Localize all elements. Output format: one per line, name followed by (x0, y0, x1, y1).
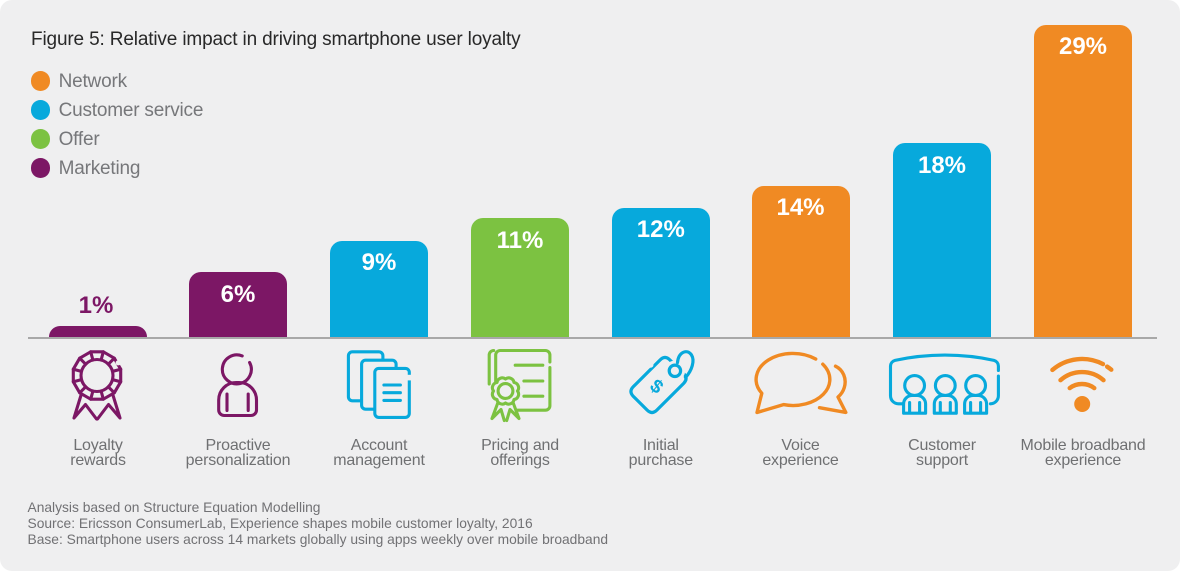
svg-text:$: $ (646, 375, 668, 398)
